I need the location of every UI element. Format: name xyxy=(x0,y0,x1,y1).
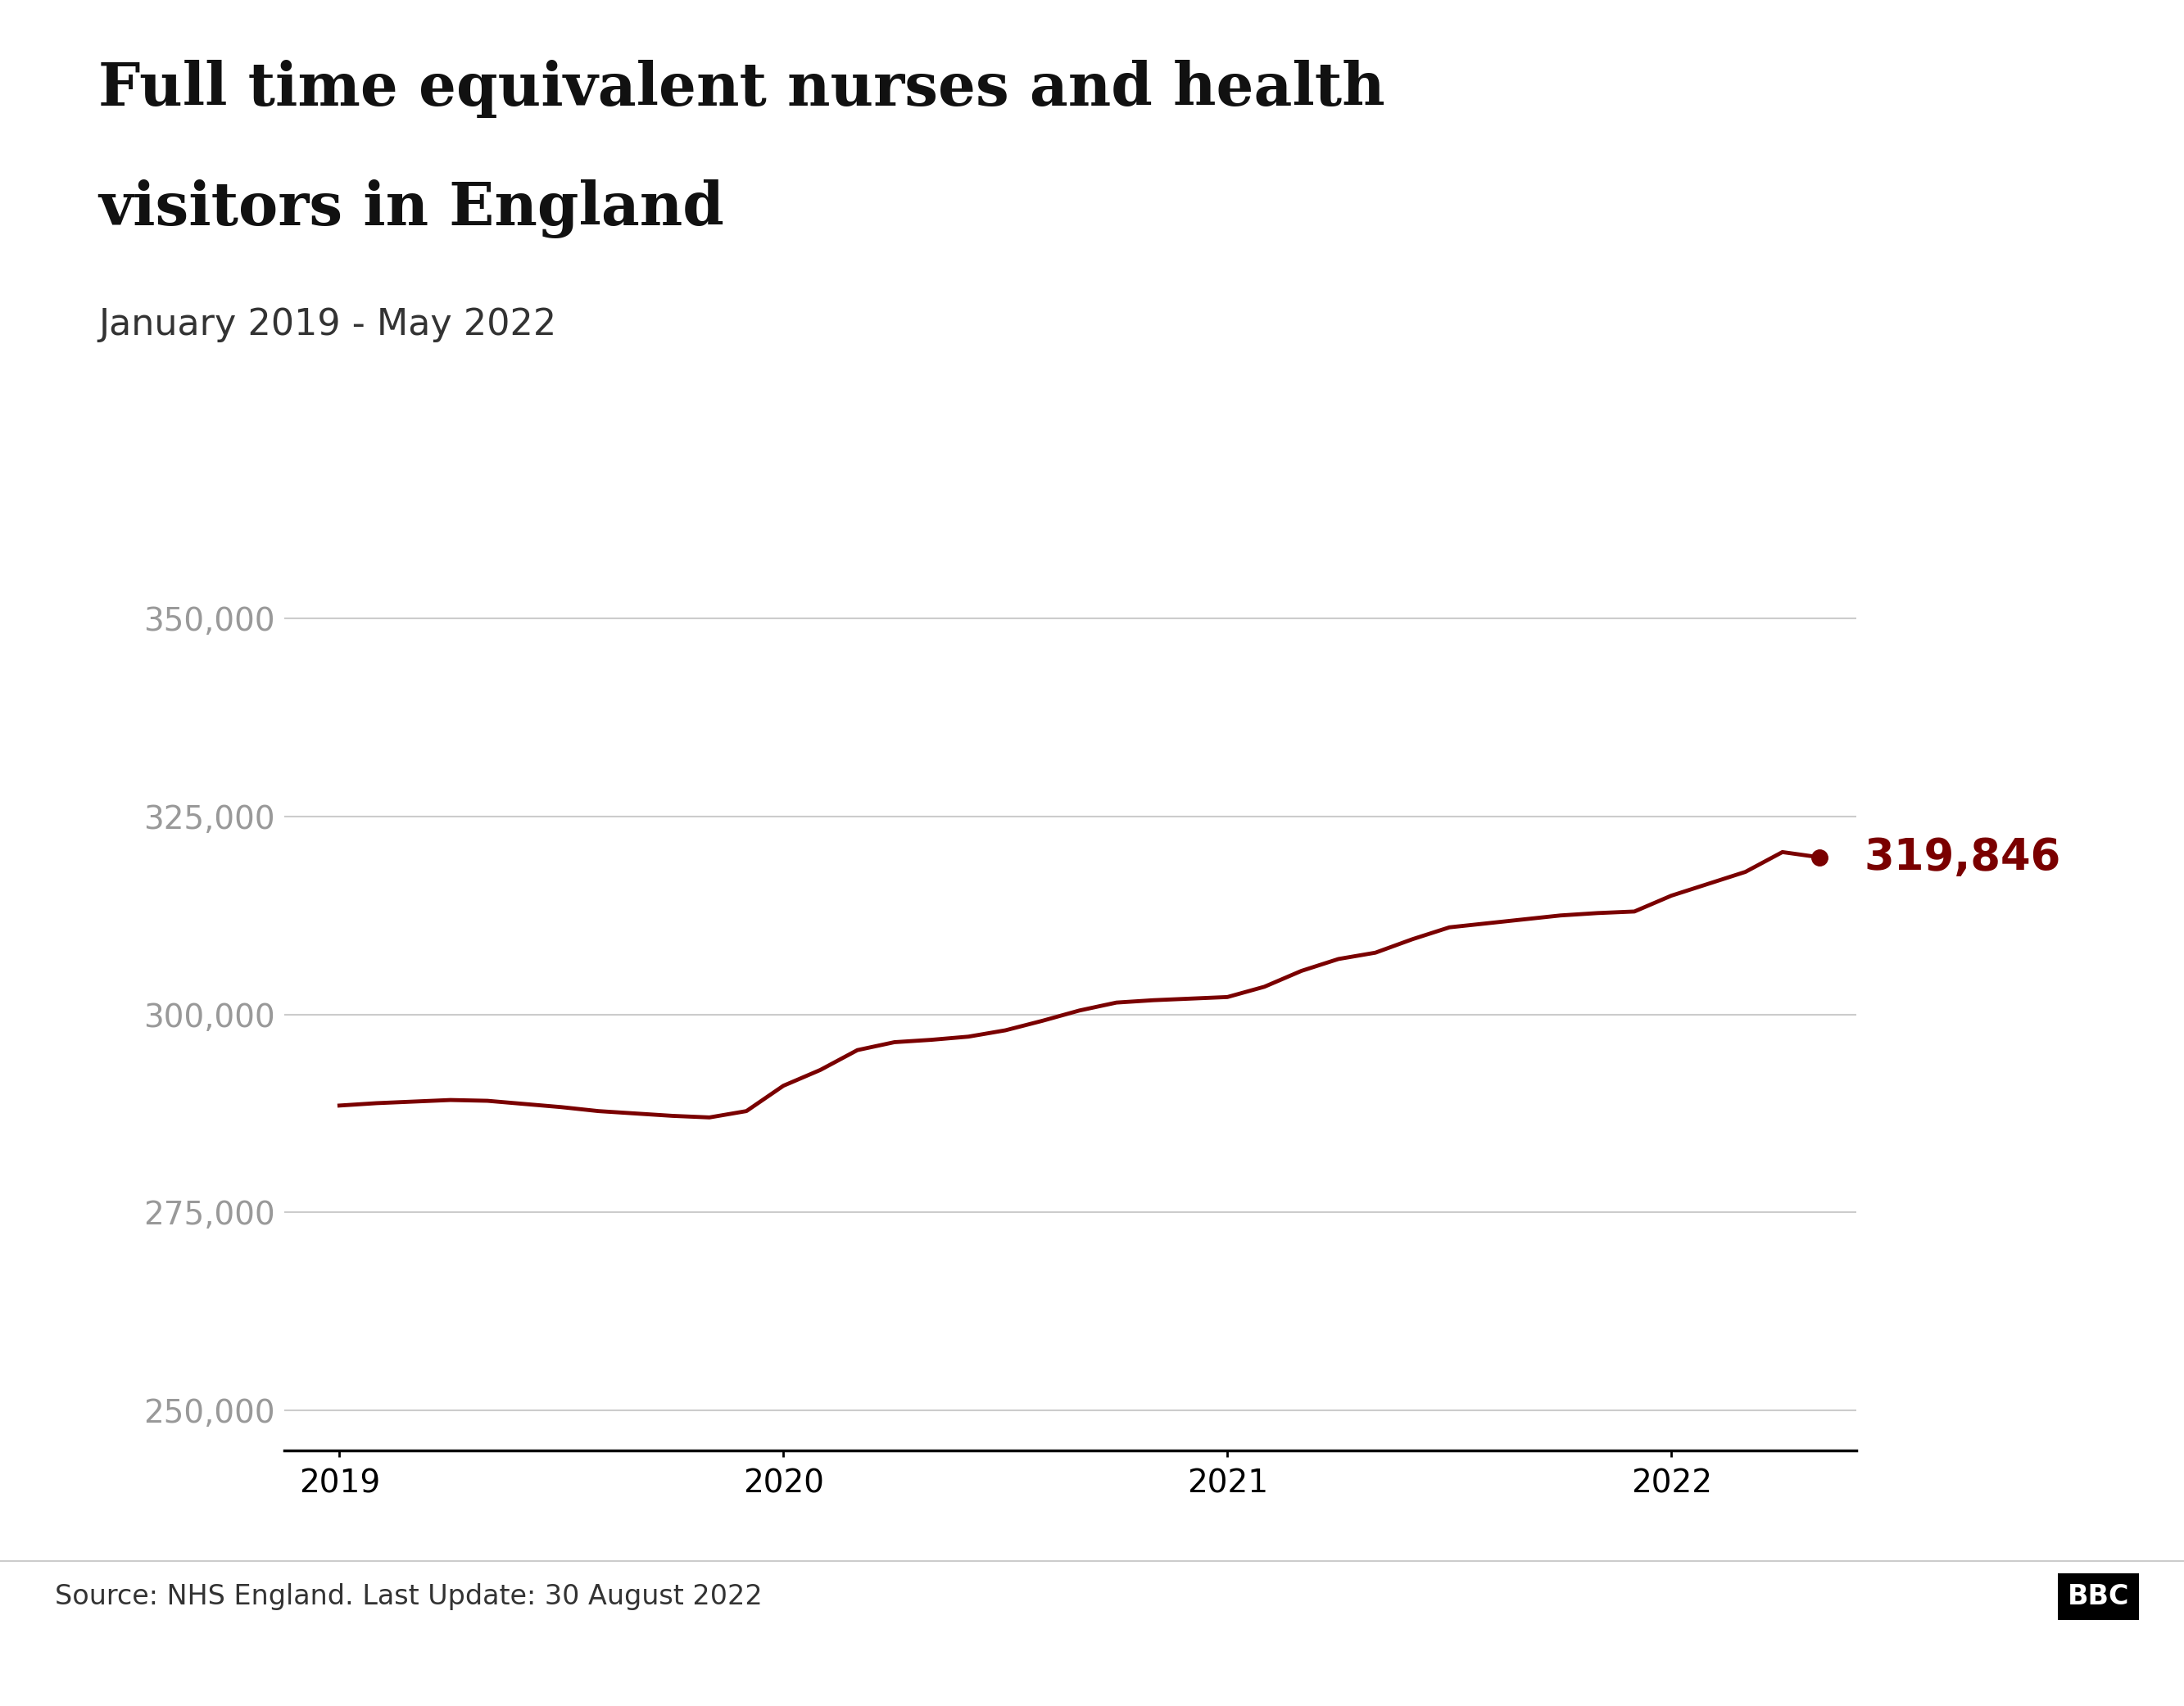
Text: January 2019 - May 2022: January 2019 - May 2022 xyxy=(98,307,557,343)
Text: 319,846: 319,846 xyxy=(1863,836,2062,879)
Text: visitors in England: visitors in England xyxy=(98,179,725,239)
Text: Full time equivalent nurses and health: Full time equivalent nurses and health xyxy=(98,60,1385,118)
Text: Source: NHS England. Last Update: 30 August 2022: Source: NHS England. Last Update: 30 Aug… xyxy=(55,1583,762,1610)
Text: BBC: BBC xyxy=(2068,1583,2129,1610)
